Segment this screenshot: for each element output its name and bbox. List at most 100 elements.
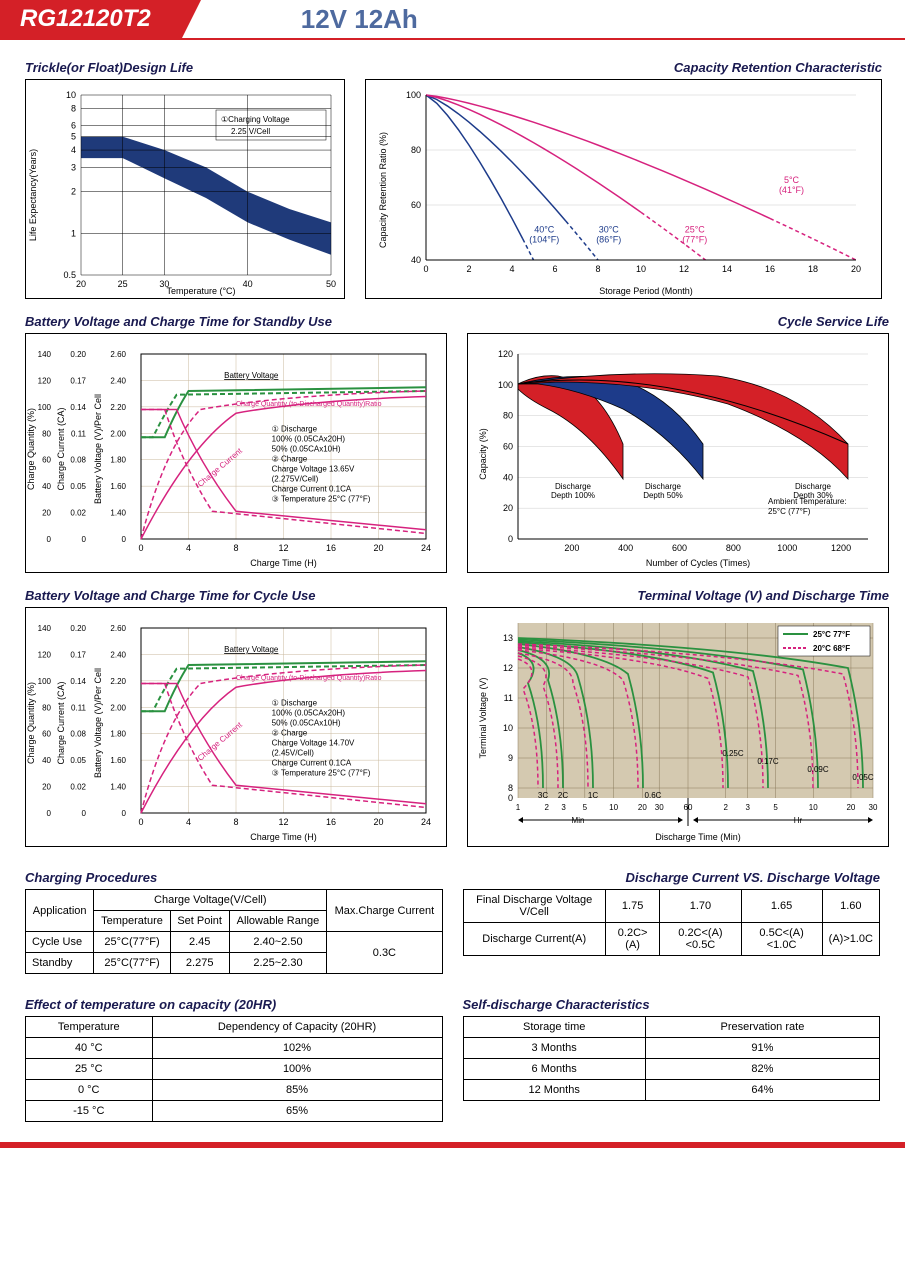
svg-text:Capacity (%): Capacity (%) <box>478 428 488 480</box>
svg-text:Charge Current: Charge Current <box>196 720 245 763</box>
svg-text:0.14: 0.14 <box>70 403 86 412</box>
svg-text:10: 10 <box>609 803 618 812</box>
svg-text:1.40: 1.40 <box>110 783 126 792</box>
svg-text:1: 1 <box>516 803 521 812</box>
svg-text:1.40: 1.40 <box>110 509 126 518</box>
svg-text:800: 800 <box>726 543 741 553</box>
svg-text:20: 20 <box>638 803 647 812</box>
svg-text:12: 12 <box>679 264 689 274</box>
svg-text:③ Temperature 25°C (77°F): ③ Temperature 25°C (77°F) <box>272 495 371 504</box>
table3-title: Effect of temperature on capacity (20HR) <box>25 997 443 1012</box>
svg-text:0.20: 0.20 <box>70 350 86 359</box>
spec-title: 12V 12Ah <box>301 4 418 35</box>
model-badge: RG12120T2 <box>0 0 181 38</box>
table2-title: Discharge Current VS. Discharge Voltage <box>463 870 881 885</box>
svg-text:140: 140 <box>38 350 52 359</box>
svg-text:Discharge Time (Min): Discharge Time (Min) <box>655 832 741 842</box>
svg-text:2.40: 2.40 <box>110 376 126 385</box>
svg-text:Depth 100%: Depth 100% <box>551 491 595 500</box>
svg-text:0.08: 0.08 <box>70 456 86 465</box>
svg-text:5: 5 <box>71 132 76 142</box>
svg-text:(104°F): (104°F) <box>529 235 559 245</box>
svg-text:2.60: 2.60 <box>110 624 126 633</box>
svg-text:0.02: 0.02 <box>70 783 86 792</box>
svg-text:② Charge: ② Charge <box>272 455 308 464</box>
svg-text:100: 100 <box>38 677 52 686</box>
svg-text:40: 40 <box>42 482 51 491</box>
svg-text:40: 40 <box>243 279 253 289</box>
svg-text:100: 100 <box>498 380 513 390</box>
svg-text:Battery Voltage (V)/Per Cell: Battery Voltage (V)/Per Cell <box>93 394 103 504</box>
svg-text:2: 2 <box>71 187 76 197</box>
chart3: 000200.021.40400.051.60600.081.80800.112… <box>25 333 447 573</box>
chart2-title: Capacity Retention Characteristic <box>365 60 882 75</box>
svg-text:18: 18 <box>808 264 818 274</box>
svg-text:80: 80 <box>503 411 513 421</box>
svg-text:25°C (77°F): 25°C (77°F) <box>768 507 811 516</box>
svg-text:2.25 V/Cell: 2.25 V/Cell <box>231 127 270 136</box>
svg-text:4: 4 <box>186 817 191 827</box>
svg-text:24: 24 <box>421 817 431 827</box>
svg-text:1000: 1000 <box>777 543 797 553</box>
svg-text:20: 20 <box>42 783 51 792</box>
svg-text:0.25C: 0.25C <box>722 749 744 758</box>
svg-text:2: 2 <box>545 803 550 812</box>
temp-capacity-table: TemperatureDependency of Capacity (20HR)… <box>25 1016 443 1122</box>
svg-text:30: 30 <box>655 803 664 812</box>
svg-text:8: 8 <box>233 543 238 553</box>
svg-text:20: 20 <box>503 503 513 513</box>
svg-text:8: 8 <box>508 783 513 793</box>
svg-text:5: 5 <box>583 803 588 812</box>
svg-text:2.20: 2.20 <box>110 677 126 686</box>
svg-text:Charge Voltage 14.70V: Charge Voltage 14.70V <box>272 739 355 748</box>
svg-text:① Discharge: ① Discharge <box>272 699 318 708</box>
footer-bar <box>0 1142 905 1148</box>
svg-text:6: 6 <box>71 121 76 131</box>
svg-text:Discharge: Discharge <box>555 482 592 491</box>
svg-text:100% (0.05CAx20H): 100% (0.05CAx20H) <box>272 435 346 444</box>
svg-text:2.20: 2.20 <box>110 403 126 412</box>
svg-text:0.11: 0.11 <box>71 429 87 438</box>
svg-text:60: 60 <box>42 456 51 465</box>
svg-text:8: 8 <box>595 264 600 274</box>
self-discharge-table: Storage timePreservation rate 3 Months91… <box>463 1016 881 1101</box>
svg-text:0.5: 0.5 <box>63 270 76 280</box>
svg-text:2C: 2C <box>558 791 568 800</box>
svg-text:3: 3 <box>746 803 751 812</box>
svg-text:1.80: 1.80 <box>110 730 126 739</box>
svg-text:Battery Voltage (V)/Per Cell: Battery Voltage (V)/Per Cell <box>93 668 103 778</box>
svg-text:100: 100 <box>38 403 52 412</box>
svg-text:0.09C: 0.09C <box>807 765 829 774</box>
svg-text:Number of Cycles (Times): Number of Cycles (Times) <box>646 558 750 568</box>
svg-text:60: 60 <box>42 730 51 739</box>
svg-text:2.60: 2.60 <box>110 350 126 359</box>
svg-text:60: 60 <box>411 200 421 210</box>
svg-text:40: 40 <box>411 255 421 265</box>
svg-text:Depth 50%: Depth 50% <box>643 491 683 500</box>
svg-text:4: 4 <box>71 145 76 155</box>
svg-text:0.05: 0.05 <box>70 756 86 765</box>
svg-text:5: 5 <box>773 803 778 812</box>
svg-text:① Discharge: ① Discharge <box>272 425 318 434</box>
chart6: Terminal Voltage (V) Discharge Time (Min… <box>467 607 889 847</box>
svg-text:9: 9 <box>508 753 513 763</box>
svg-text:0: 0 <box>508 534 513 544</box>
svg-text:12: 12 <box>503 663 513 673</box>
svg-text:0.08: 0.08 <box>70 730 86 739</box>
svg-text:1: 1 <box>71 228 76 238</box>
svg-text:(2.275V/Cell): (2.275V/Cell) <box>272 475 319 484</box>
svg-text:100% (0.05CAx20H): 100% (0.05CAx20H) <box>272 709 346 718</box>
svg-text:20°C 68°F: 20°C 68°F <box>813 644 850 653</box>
svg-text:80: 80 <box>411 145 421 155</box>
svg-text:400: 400 <box>618 543 633 553</box>
svg-text:0: 0 <box>508 793 513 803</box>
svg-text:0.11: 0.11 <box>71 703 87 712</box>
svg-text:20: 20 <box>851 264 861 274</box>
svg-text:20: 20 <box>373 543 383 553</box>
svg-text:Charge Time (H): Charge Time (H) <box>250 832 317 842</box>
svg-text:14: 14 <box>722 264 732 274</box>
svg-text:2.00: 2.00 <box>110 429 126 438</box>
svg-text:50% (0.05CAx10H): 50% (0.05CAx10H) <box>272 719 341 728</box>
svg-text:1200: 1200 <box>831 543 851 553</box>
svg-text:12: 12 <box>278 543 288 553</box>
